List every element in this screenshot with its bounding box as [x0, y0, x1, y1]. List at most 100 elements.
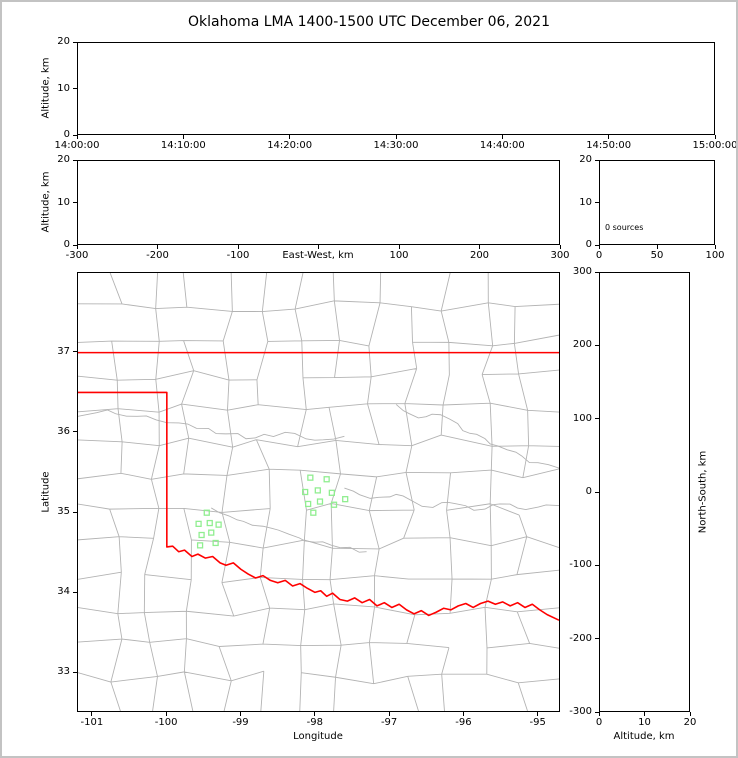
north-south-height-panel [599, 272, 690, 712]
lma-station-marker [310, 509, 317, 516]
lma-station-marker [314, 487, 321, 494]
map-y-tick [73, 511, 77, 513]
ns_height-xtick-label: 20 [683, 717, 697, 728]
ns_height-xtick-label: 0 [595, 717, 603, 728]
ew_height-y-tick [73, 244, 77, 246]
lma-station-marker [316, 498, 324, 505]
ew_height-xtick-label: -300 [65, 250, 89, 261]
ew_height-xtick-label: 200 [469, 250, 490, 261]
time_height-x-tick [182, 135, 184, 139]
ns_height-y-tick [595, 638, 599, 640]
map-y-tick [73, 431, 77, 433]
histogram-y-tick [595, 202, 599, 203]
ew_height-y-tick [73, 202, 77, 203]
map-ytick-label: 37 [57, 345, 70, 357]
time_height-xtick-label: 14:40:00 [479, 140, 525, 151]
lma-station-marker [307, 474, 314, 481]
ew-panel-xlabel: East-West, km [282, 250, 354, 261]
lma-station-marker [198, 531, 205, 539]
ew_height-x-tick [398, 245, 400, 249]
map-xtick-label: -98 [306, 717, 323, 728]
histogram-ytick-label: 10 [579, 196, 592, 208]
map-panel [77, 272, 560, 712]
ns_height-ytick-label: 0 [585, 486, 592, 497]
time_height-y-tick [73, 88, 77, 89]
time_height-ytick-label: 10 [57, 82, 70, 94]
histogram-x-tick [656, 245, 658, 249]
lma-station-marker [328, 489, 335, 496]
time_height-x-tick [714, 135, 716, 139]
ns_height-ytick-label: 100 [572, 412, 592, 424]
map-x-tick [462, 712, 464, 716]
time-height-panel [77, 42, 715, 135]
ns_height-x-tick [644, 712, 645, 716]
lma-station-marker [305, 500, 312, 508]
lma-station-marker [208, 529, 215, 536]
map-x-tick [165, 712, 167, 716]
lma-station-marker [323, 476, 330, 483]
map-x-tick [239, 712, 241, 716]
time_height-xtick-label: 14:20:00 [267, 140, 313, 151]
ew_height-xtick-label: -100 [226, 250, 250, 261]
time_height-x-tick [289, 135, 291, 139]
rivers-layer [78, 404, 559, 553]
lma-station-marker [206, 519, 213, 527]
histogram-ytick-label: 20 [579, 154, 592, 165]
time_height-x-tick [76, 135, 78, 139]
ns_height-ytick-label: 300 [572, 266, 592, 277]
histogram-xtick-label: 100 [705, 250, 725, 261]
map-xtick-label: -99 [232, 717, 249, 728]
ew_height-x-tick [76, 245, 78, 249]
map-xtick-label: -96 [455, 717, 472, 728]
map-xtick-label: -97 [380, 717, 398, 728]
time_height-xtick-label: 15:00:00 [692, 140, 738, 151]
map-x-tick [537, 712, 539, 716]
east-west-height-panel [77, 160, 560, 245]
ns_height-x-tick [689, 712, 691, 716]
map-ytick-label: 33 [57, 666, 70, 677]
time_height-xtick-label: 14:10:00 [160, 140, 206, 151]
time_height-ytick-label: 20 [57, 36, 70, 47]
ew_height-y-tick [73, 159, 77, 161]
lma-station-marker [203, 509, 210, 516]
oklahoma-map [78, 273, 559, 711]
time_height-xtick-label: 14:30:00 [373, 140, 419, 151]
map-xtick-label: -101 [80, 717, 104, 728]
histogram-x-tick [714, 245, 716, 249]
figure-title: Oklahoma LMA 1400-1500 UTC December 06, … [188, 14, 550, 30]
time_height-y-tick [73, 134, 77, 136]
lma-station-marker [212, 539, 219, 547]
histogram-y-tick [595, 244, 599, 246]
map-ytick-label: 35 [57, 506, 70, 518]
ew_height-x-tick [479, 245, 480, 249]
lma-station-marker [302, 488, 309, 496]
time_height-xtick-label: 14:50:00 [586, 140, 632, 151]
time_height-x-tick [608, 135, 610, 139]
ns_height-ytick-label: -300 [569, 706, 592, 717]
source-histogram-panel: 0 sources [599, 160, 715, 245]
ew_height-ytick-label: 20 [57, 154, 70, 165]
ew_height-ytick-label: 10 [57, 196, 70, 208]
ns_height-ytick-label: -100 [569, 559, 592, 571]
ew_height-x-tick [318, 245, 319, 249]
ns_height-y-tick [595, 564, 599, 566]
map-y-tick [73, 671, 77, 673]
map-x-tick [91, 712, 93, 716]
ns_height-ytick-label: 200 [572, 339, 592, 351]
histogram-xtick-label: 50 [650, 250, 664, 261]
map-xtick-label: -95 [529, 717, 546, 728]
ns_height-x-tick [598, 712, 600, 716]
lma-station-marker [330, 501, 338, 508]
time_height-y-tick [73, 41, 77, 43]
lma-station-marker [342, 496, 349, 503]
lma-station-marker [215, 521, 222, 528]
county-boundaries-layer [78, 273, 559, 711]
histogram-ytick-label: 0 [585, 239, 592, 250]
ew_height-xtick-label: 100 [389, 250, 409, 261]
ns_height-xtick-label: 10 [638, 717, 651, 728]
ns_height-y-tick [595, 344, 599, 346]
time_height-x-tick [395, 135, 397, 139]
map-ytick-label: 34 [57, 586, 70, 597]
ns_height-y-tick [595, 491, 599, 493]
